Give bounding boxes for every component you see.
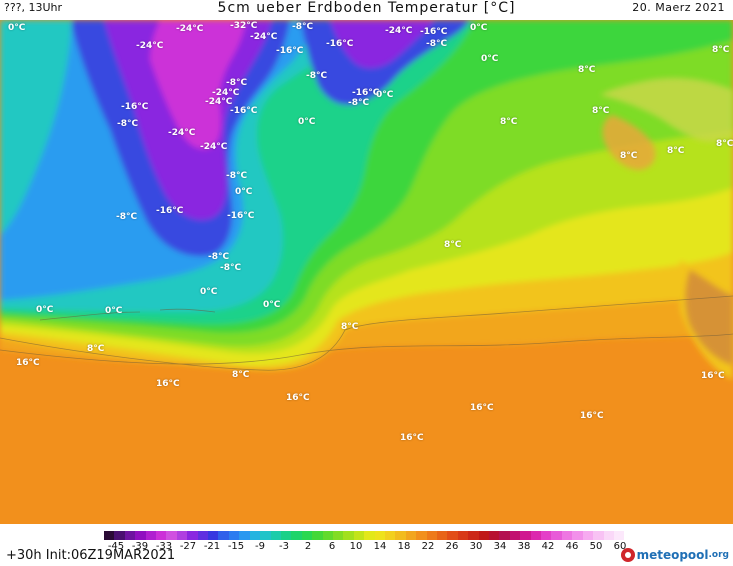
meteopool-logo-icon [620, 548, 635, 562]
color-scale-tick-label: -15 [227, 541, 245, 552]
color-scale-tick-label: 6 [328, 541, 336, 552]
color-scale-segment [114, 531, 125, 540]
color-scale-tick-label: 14 [373, 541, 387, 552]
color-scale-segment [509, 531, 521, 540]
map-date: 20. Maerz 2021 [632, 1, 725, 14]
color-scale-segment [384, 531, 396, 540]
color-scale-segment [447, 531, 458, 540]
color-scale-tick-label: -39 [131, 541, 149, 552]
color-scale-ticks: -45 -39 -33 -27 -21 -15 -9 -3 2 6 10 14 18 22 26 30 34 38… [104, 541, 644, 553]
color-scale-tick-label: 26 [445, 541, 459, 552]
color-scale-segment [468, 531, 479, 540]
color-scale-segment [239, 531, 250, 540]
color-scale-segment [322, 531, 333, 540]
color-scale-segment [437, 531, 448, 540]
color-scale-segment [104, 531, 115, 540]
color-scale-segment [270, 531, 281, 540]
color-scale-segment [145, 531, 157, 540]
color-scale-tick-label: -33 [155, 541, 173, 552]
color-scale-segment [478, 531, 490, 540]
color-scale-segment [332, 531, 344, 540]
color-scale-segment [561, 531, 573, 540]
color-scale-segment [228, 531, 240, 540]
color-scale-tick-label: -21 [203, 541, 221, 552]
brand-tld: .org [708, 550, 729, 560]
color-scale-tick-label: 18 [397, 541, 411, 552]
color-scale-tick-label: 50 [589, 541, 603, 552]
color-scale-tick-label: -9 [255, 541, 265, 552]
color-scale-segment [457, 531, 469, 540]
color-scale-segment [208, 531, 219, 540]
color-scale-tick-label: 60 [613, 541, 627, 552]
color-scale-segment [312, 531, 323, 540]
color-scale-segment [197, 531, 209, 540]
color-scale-tick-label: 2 [304, 541, 312, 552]
header-left-text: ???, 13Uhr [4, 1, 63, 14]
color-scale-segment [187, 531, 198, 540]
color-scale-tick-label: -27 [179, 541, 197, 552]
color-scale-segment [582, 531, 594, 540]
color-scale-segment [176, 531, 188, 540]
color-scale-segment [603, 531, 614, 540]
color-scale-bar [104, 531, 625, 540]
color-scale-segment [249, 531, 261, 540]
color-scale-segment [395, 531, 406, 540]
temperature-field [0, 20, 733, 524]
color-scale-segment [405, 531, 417, 540]
brand-name: meteopool [636, 548, 709, 562]
color-scale-tick-label: 10 [349, 541, 363, 552]
color-scale-segment [135, 531, 146, 540]
brand-link[interactable]: meteopool .org [620, 546, 729, 564]
color-scale-tick-label: 38 [517, 541, 531, 552]
color-scale-segment [364, 531, 375, 540]
color-scale-segment [343, 531, 354, 540]
color-scale-segment [530, 531, 542, 540]
color-scale-tick-label: 46 [565, 541, 579, 552]
color-scale-segment [301, 531, 313, 540]
init-time-label: +30h Init:06Z19MAR2021 [6, 548, 176, 563]
map-title: 5cm ueber Erdboden Temperatur [°C] [217, 0, 516, 16]
footer-bar: -45 -39 -33 -27 -21 -15 -9 -3 2 6 10 14 18 22 26 30 34 38… [0, 524, 733, 566]
color-scale-segment [613, 531, 625, 540]
temperature-map: 0°C -24°C -32°C -24°C -8°C -24°C -16°C 0°C -24°C… [0, 20, 733, 524]
color-scale-tick-label: 22 [421, 541, 435, 552]
color-scale-tick-label: 42 [541, 541, 555, 552]
color-scale-tick-label: -45 [107, 541, 125, 552]
color-scale-segment [489, 531, 500, 540]
color-scale-segment [218, 531, 229, 540]
color-scale-segment [499, 531, 510, 540]
color-scale-segment [280, 531, 292, 540]
color-scale-segment [520, 531, 531, 540]
color-scale-segment [166, 531, 177, 540]
color-scale-segment [374, 531, 385, 540]
color-scale-segment [541, 531, 552, 540]
color-scale-segment [416, 531, 427, 540]
color-scale-tick-label: -3 [279, 541, 289, 552]
color-scale-segment [593, 531, 604, 540]
color-scale-tick-label: 34 [493, 541, 507, 552]
color-scale-tick-label: 30 [469, 541, 483, 552]
color-scale-segment [426, 531, 437, 540]
color-scale-segment [156, 531, 167, 540]
color-scale-segment [572, 531, 583, 540]
color-scale-segment [551, 531, 562, 540]
color-scale-segment [291, 531, 302, 540]
color-scale-segment [353, 531, 365, 540]
color-scale-segment [260, 531, 271, 540]
header-bar: ???, 13Uhr 5cm ueber Erdboden Temperatur… [0, 0, 733, 20]
color-scale-segment [124, 531, 136, 540]
